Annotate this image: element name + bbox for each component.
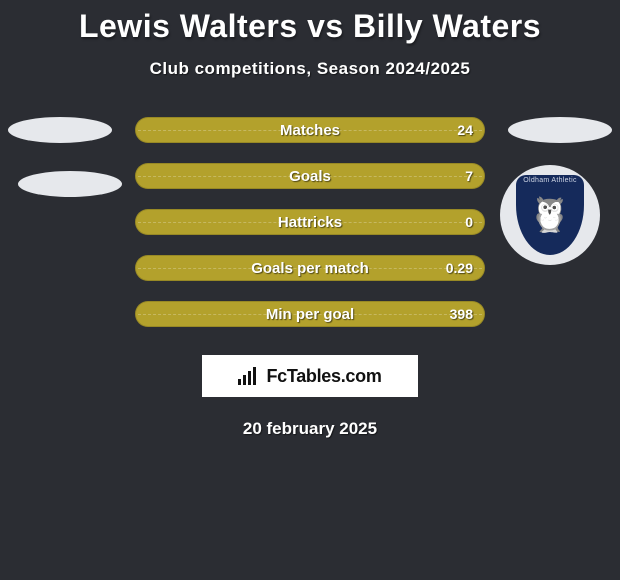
stat-label: Goals [289, 168, 331, 185]
stat-value-right: 398 [450, 306, 473, 322]
stat-label: Min per goal [266, 306, 354, 323]
stat-bar-goals-per-match: Goals per match 0.29 [135, 255, 485, 281]
owl-icon: 🦉 [529, 195, 571, 235]
generation-date: 20 february 2025 [0, 419, 620, 439]
comparison-title: Lewis Walters vs Billy Waters [0, 0, 620, 45]
watermark-text: FcTables.com [266, 366, 381, 387]
stat-value-right: 24 [457, 122, 473, 138]
watermark: FcTables.com [202, 355, 418, 397]
watermark-bars-icon [238, 367, 260, 385]
player1-placeholder-2 [18, 171, 122, 197]
stat-label: Matches [280, 122, 340, 139]
player2-club-badge: Oldham Athletic 🦉 [500, 165, 600, 265]
stat-bar-matches: Matches 24 [135, 117, 485, 143]
stat-label: Hattricks [278, 214, 342, 231]
club-name-arc: Oldham Athletic [516, 177, 584, 184]
comparison-subtitle: Club competitions, Season 2024/2025 [0, 59, 620, 79]
stat-label: Goals per match [251, 260, 369, 277]
stat-value-right: 0 [465, 214, 473, 230]
stat-value-right: 7 [465, 168, 473, 184]
stat-bars: Matches 24 Goals 7 Hattricks 0 Goals per… [135, 117, 485, 327]
stat-bar-hattricks: Hattricks 0 [135, 209, 485, 235]
stat-bar-goals: Goals 7 [135, 163, 485, 189]
player2-placeholder-1 [508, 117, 612, 143]
player1-placeholder-1 [8, 117, 112, 143]
club-shield: Oldham Athletic 🦉 [516, 175, 584, 255]
stat-value-right: 0.29 [446, 260, 473, 276]
stat-bar-min-per-goal: Min per goal 398 [135, 301, 485, 327]
comparison-area: Oldham Athletic 🦉 Matches 24 Goals 7 Hat… [0, 117, 620, 327]
